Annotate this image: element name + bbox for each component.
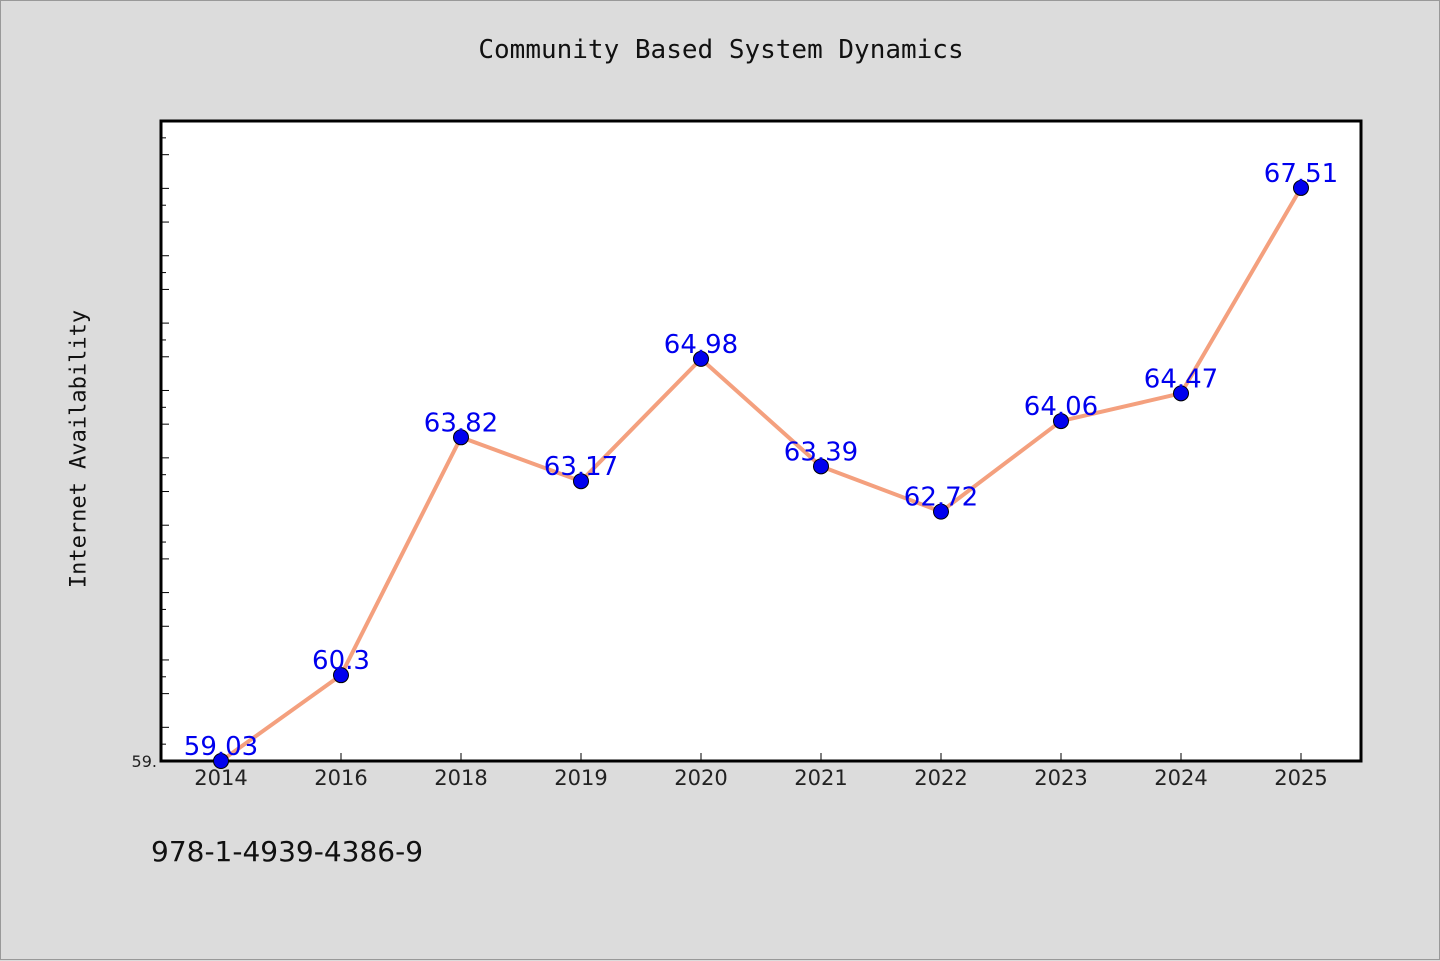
data-label: 63.17 — [544, 452, 618, 482]
data-point — [213, 753, 229, 769]
x-tick-label: 2016 — [314, 766, 367, 790]
data-labels: 59.03 60.3 63.82 63.17 64.98 63.39 62.72 64.06 6… — [184, 159, 1338, 762]
x-tick-label: 2025 — [1274, 766, 1327, 790]
y-ticks: 59. — [132, 120, 169, 771]
x-tick-label: 2022 — [914, 766, 967, 790]
data-label: 63.82 — [424, 408, 498, 438]
x-tick-label: 2019 — [554, 766, 607, 790]
data-label: 64.98 — [664, 330, 738, 360]
x-tick-label: 2020 — [674, 766, 727, 790]
data-label: 59.03 — [184, 732, 258, 762]
data-point — [1173, 385, 1189, 402]
y-tick-label: 59. — [132, 752, 157, 771]
x-tick-label: 2021 — [794, 766, 847, 790]
chart-title: Community Based System Dynamics — [478, 35, 964, 65]
data-point — [693, 350, 709, 367]
series-group — [213, 179, 1309, 769]
data-label: 63.39 — [784, 437, 858, 467]
x-ticks: 2014 2016 2018 2019 2020 2021 2022 2023 2024 2025 — [194, 753, 1328, 790]
data-point — [1053, 413, 1069, 430]
data-label: 64.47 — [1144, 364, 1218, 394]
plot-area — [159, 119, 1363, 763]
series-line — [219, 185, 1303, 763]
data-label: 67.51 — [1264, 159, 1338, 189]
x-tick-label: 2023 — [1034, 766, 1087, 790]
data-point — [813, 458, 829, 475]
data-point — [573, 473, 589, 490]
x-tick-label: 2024 — [1154, 766, 1207, 790]
data-label: 64.06 — [1024, 392, 1098, 422]
data-point — [453, 429, 469, 446]
data-label: 60.3 — [312, 646, 370, 676]
data-point — [1293, 179, 1309, 196]
data-point — [333, 667, 349, 684]
data-point — [933, 503, 949, 520]
x-tick-label: 2014 — [194, 766, 247, 790]
x-tick-label: 2018 — [434, 766, 487, 790]
data-label: 62.72 — [904, 483, 978, 513]
isbn-text: 978-1-4939-4386-9 — [151, 835, 424, 868]
